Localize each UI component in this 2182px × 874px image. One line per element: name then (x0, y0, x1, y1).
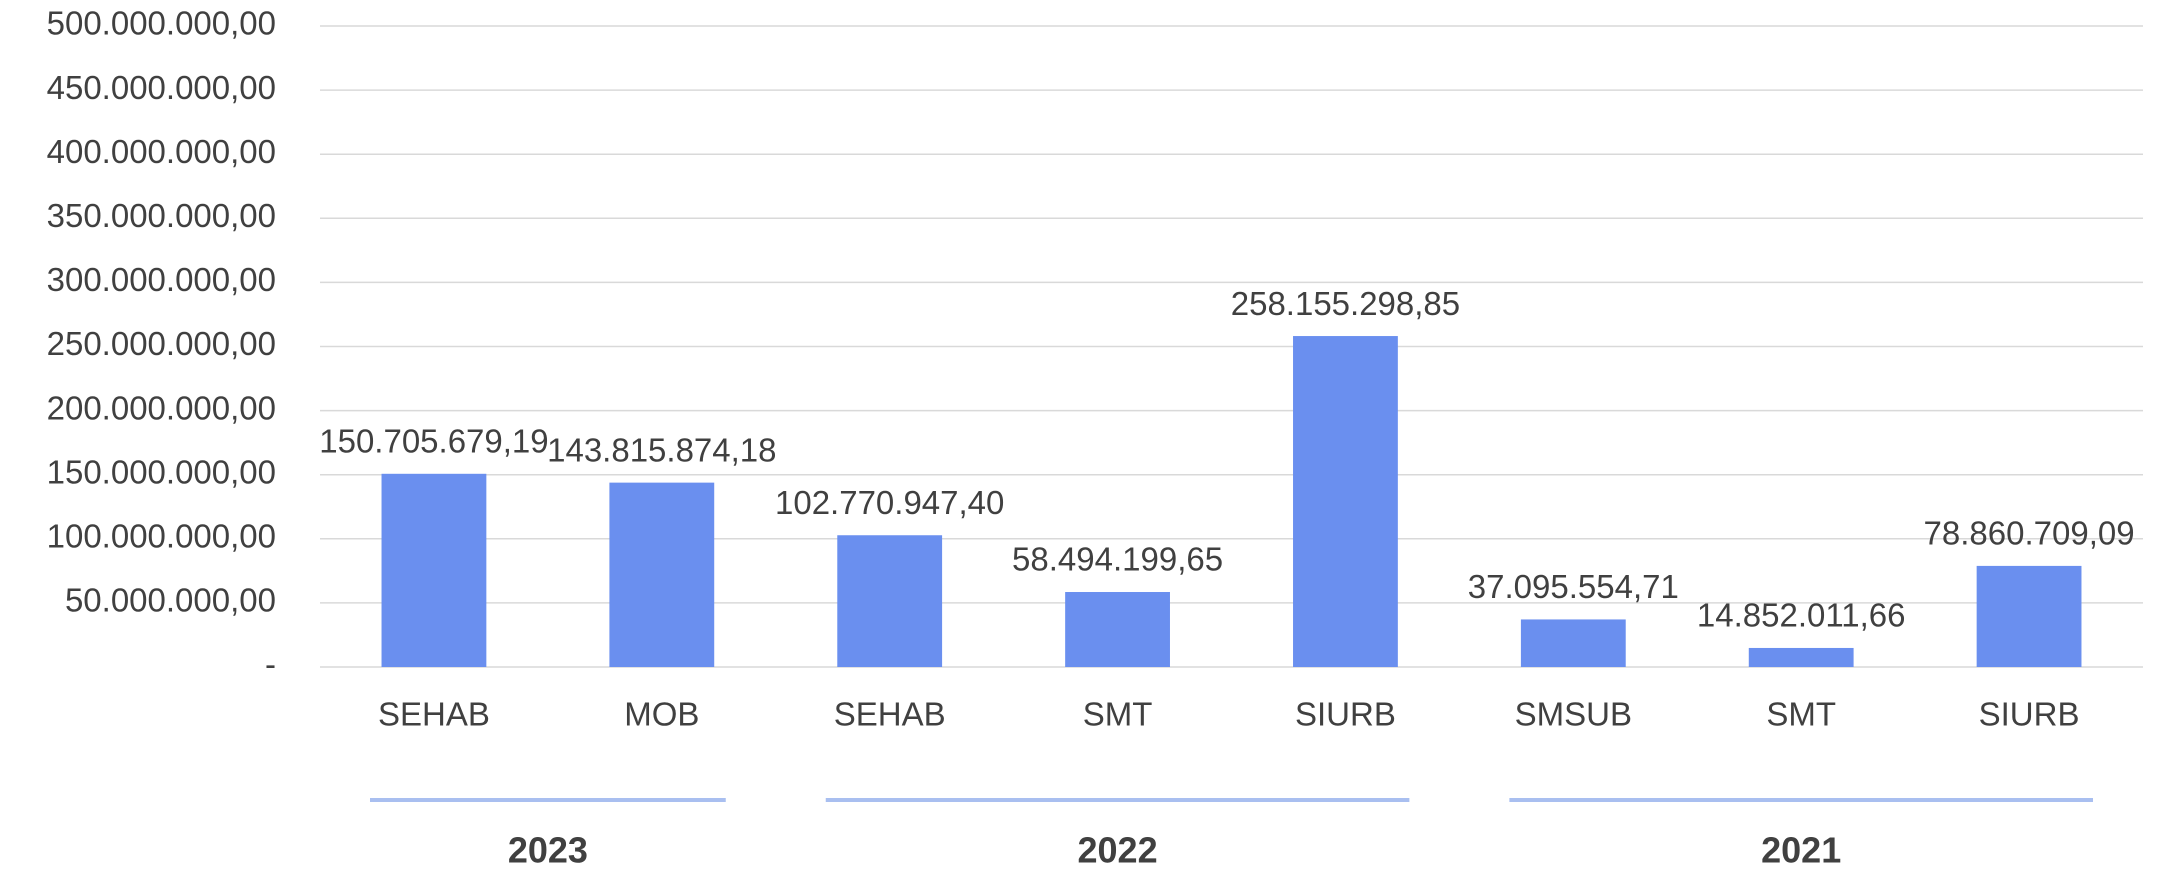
bar (609, 482, 715, 667)
y-tick-label: 500.000.000,00 (47, 5, 276, 42)
bar (381, 473, 487, 667)
y-tick-label: 350.000.000,00 (47, 197, 276, 234)
y-tick-label: 50.000.000,00 (65, 582, 276, 619)
y-tick-label: 200.000.000,00 (47, 389, 276, 426)
data-label: 258.155.298,85 (1231, 285, 1460, 322)
x-tick-label: MOB (624, 696, 699, 733)
data-label: 143.815.874,18 (547, 431, 776, 468)
bar (837, 535, 943, 667)
y-tick-label: - (265, 646, 276, 683)
group-label: 2021 (1761, 830, 1841, 871)
x-tick-label: SIURB (1979, 696, 2080, 733)
x-tick-label: SMT (1083, 696, 1153, 733)
bar (1293, 336, 1398, 667)
x-tick-label: SEHAB (378, 696, 490, 733)
x-tick-label: SIURB (1295, 696, 1396, 733)
bar (1976, 565, 2082, 667)
x-tick-label: SMT (1766, 696, 1836, 733)
y-tick-label: 400.000.000,00 (47, 133, 276, 170)
data-label: 14.852.011,66 (1697, 597, 1906, 634)
y-tick-label: 100.000.000,00 (47, 518, 276, 555)
bar (1065, 592, 1170, 667)
data-label: 58.494.199,65 (1012, 541, 1223, 578)
x-tick-label: SMSUB (1515, 696, 1632, 733)
group-label: 2022 (1078, 830, 1158, 871)
data-label: 78.860.709,09 (1924, 515, 2135, 552)
data-label: 102.770.947,40 (775, 484, 1004, 521)
data-label: 37.095.554,71 (1468, 568, 1679, 605)
bar (1748, 647, 1854, 667)
y-tick-label: 450.000.000,00 (47, 69, 276, 106)
y-tick-label: 250.000.000,00 (47, 325, 276, 362)
y-tick-label: 300.000.000,00 (47, 261, 276, 298)
bar (1520, 619, 1626, 667)
x-tick-label: SEHAB (834, 696, 946, 733)
y-tick-label: 150.000.000,00 (47, 453, 276, 490)
group-label: 2023 (508, 830, 588, 871)
data-label: 150.705.679,19 (319, 423, 548, 460)
